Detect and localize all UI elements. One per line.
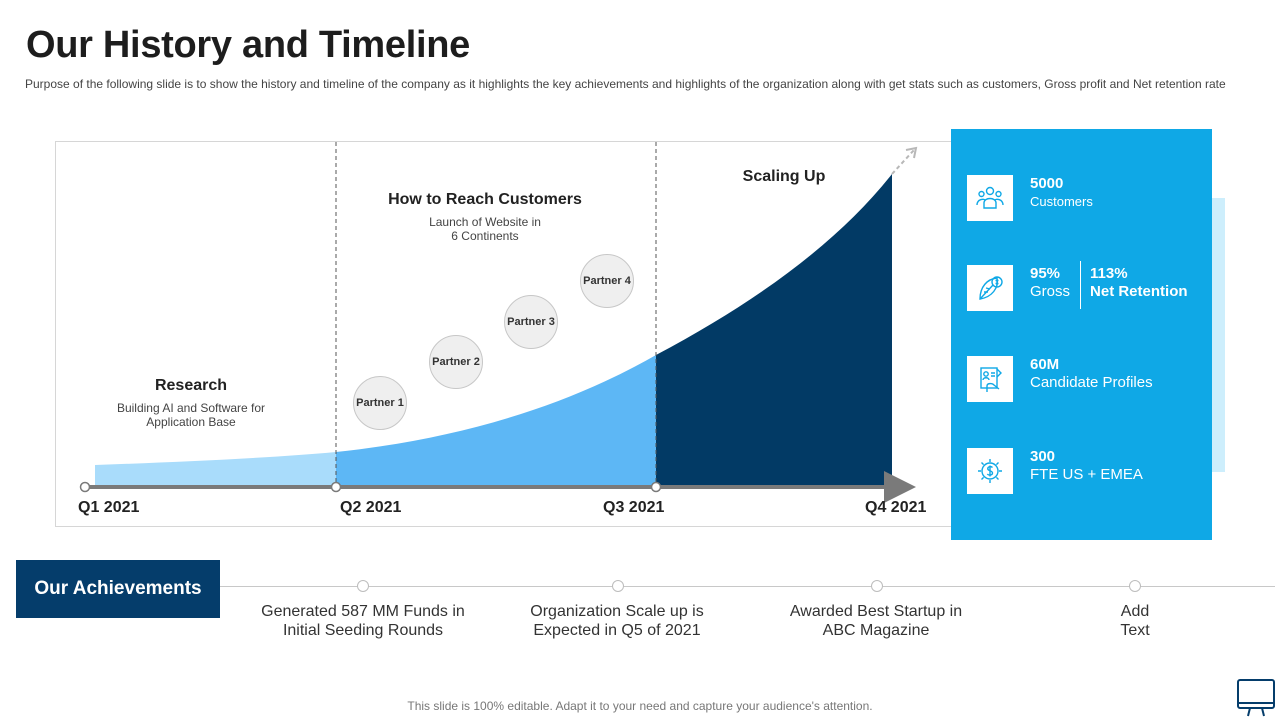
stat-label: FTE US + EMEA — [1030, 466, 1143, 483]
quarter-label-q3: Q3 2021 — [603, 499, 665, 516]
stage-title-reach: How to Reach Customers — [388, 191, 582, 208]
page-title: Our History and Timeline — [26, 24, 470, 66]
stat-customers: 5000 Customers — [967, 175, 1093, 221]
growth-area-scaling — [656, 174, 892, 487]
partner-bubble-3: Partner 3 — [504, 295, 558, 349]
achievement-item-2: Organization Scale up is Expected in Q5 … — [530, 603, 704, 639]
axis-dot-q2 — [330, 481, 342, 493]
stage-title-scaling: Scaling Up — [742, 168, 826, 185]
stat-fte: 300 FTE US + EMEA — [967, 448, 1143, 494]
stat-gross-retention: 95% Gross 113% Net Retention — [967, 261, 1188, 311]
quarter-label-q2: Q2 2021 — [340, 499, 402, 516]
stat-label-secondary: Net Retention — [1090, 283, 1188, 300]
achievement-dot-3 — [871, 580, 883, 592]
stat-candidate-profiles: 60M Candidate Profiles — [967, 356, 1153, 402]
stage-desc-reach: Launch of Website in 6 Continents — [429, 215, 541, 243]
stat-value: 5000 — [1030, 175, 1064, 192]
partner-bubble-2: Partner 2 — [429, 335, 483, 389]
stat-label: Candidate Profiles — [1030, 374, 1153, 391]
partner-bubble-4: Partner 4 — [580, 254, 634, 308]
achievements-heading: Our Achievements — [16, 560, 220, 618]
stats-panel: 5000 Customers 95% Gross 113% Net Retent… — [951, 129, 1212, 540]
achievement-dot-4 — [1129, 580, 1141, 592]
stat-value: 60M — [1030, 356, 1060, 373]
stat-divider — [1080, 261, 1082, 309]
stage-title-research: Research — [154, 377, 228, 394]
growth-area-research — [95, 452, 336, 487]
achievement-dot-1 — [357, 580, 369, 592]
leaf-dollar-icon — [967, 265, 1013, 311]
dollar-gear-icon — [967, 448, 1013, 494]
stat-label: Gross — [1030, 283, 1071, 300]
quarter-label-q1: Q1 2021 — [78, 499, 140, 516]
partner-bubble-1: Partner 1 — [353, 376, 407, 430]
trend-arrow — [891, 149, 915, 175]
footer-note: This slide is 100% editable. Adapt it to… — [407, 699, 873, 713]
growth-area-reach — [336, 355, 656, 487]
stat-value: 95% — [1030, 265, 1061, 282]
page-subtitle: Purpose of the following slide is to sho… — [25, 77, 1226, 91]
users-icon — [967, 175, 1013, 221]
candidate-profile-icon — [967, 356, 1013, 402]
quarter-label-q4: Q4 2021 — [865, 499, 927, 516]
stat-value: 300 — [1030, 448, 1056, 465]
monitor-icon — [1237, 679, 1275, 717]
stage-desc-research: Building AI and Software for Application… — [116, 401, 266, 429]
axis-dot-q1 — [79, 481, 91, 493]
stat-value-secondary: 113% — [1090, 265, 1128, 282]
achievement-dot-2 — [612, 580, 624, 592]
achievement-item-1: Generated 587 MM Funds in Initial Seedin… — [261, 603, 465, 639]
axis-dot-q3 — [650, 481, 662, 493]
achievement-item-4: Add Text — [1120, 603, 1150, 639]
stat-label: Customers — [1030, 194, 1093, 209]
achievement-item-3: Awarded Best Startup in ABC Magazine — [789, 603, 963, 639]
achievements-line — [220, 586, 1275, 587]
